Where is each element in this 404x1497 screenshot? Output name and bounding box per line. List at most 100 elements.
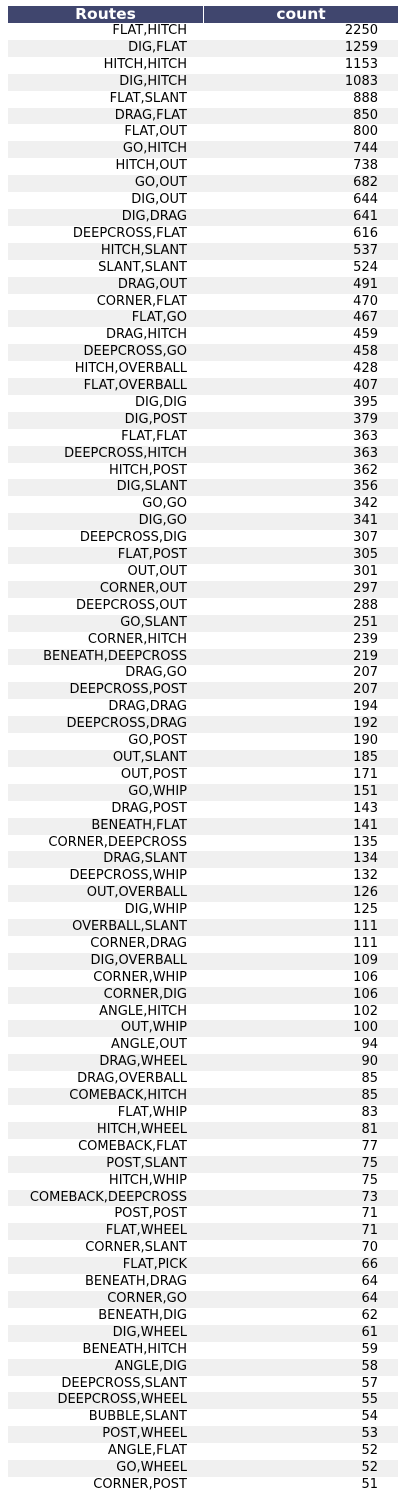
routes-cell: ANGLE,OUT: [111, 1037, 187, 1053]
routes-cell: DRAG,WHEEL: [99, 1054, 187, 1070]
count-cell: 143: [353, 800, 378, 816]
routes-cell: DIG,OUT: [131, 192, 187, 208]
count-cell: 85: [361, 1071, 378, 1087]
table-row: DEEPCROSS,WHIP 132: [8, 868, 398, 885]
table-row: DRAG,POST 143: [8, 801, 398, 818]
count-cell: 288: [353, 597, 378, 613]
table-row: DIG,OUT 644: [8, 192, 398, 209]
routes-cell: DIG,OVERBALL: [90, 952, 188, 968]
table-row: DEEPCROSS,HITCH 363: [8, 445, 398, 463]
count-cell: 132: [353, 868, 378, 884]
count-cell: 126: [353, 885, 378, 901]
routes-cell: BENEATH,DEEPCROSS: [43, 648, 187, 664]
count-cell: 57: [361, 1375, 378, 1391]
count-cell: 102: [353, 1003, 378, 1019]
routes-cell: DEEPCROSS,HITCH: [64, 445, 187, 461]
count-cell: 459: [353, 327, 378, 343]
count-cell: 53: [361, 1426, 378, 1442]
count-cell: 342: [353, 496, 378, 512]
table-row: FLAT,PICK 66: [8, 1257, 398, 1275]
count-cell: 458: [353, 344, 378, 360]
routes-cell: SLANT,SLANT: [98, 259, 187, 275]
table-row: OUT,POST 171: [8, 767, 398, 784]
routes-cell: DRAG,DRAG: [108, 699, 187, 715]
count-cell: 111: [353, 919, 378, 935]
table-row: OUT,OUT 301: [8, 564, 398, 581]
table-row: DRAG,FLAT 850: [8, 107, 398, 125]
table-row: ANGLE,HITCH 102: [8, 1004, 398, 1021]
routes-cell: DEEPCROSS,DRAG: [66, 716, 187, 732]
table-row: HITCH,POST 362: [8, 463, 398, 480]
count-cell: 185: [353, 749, 378, 765]
count-cell: 52: [361, 1460, 378, 1476]
routes-cell: GO,WHIP: [128, 783, 187, 799]
count-cell: 1083: [344, 73, 378, 89]
count-cell: 171: [353, 766, 378, 782]
table-row: GO,GO 342: [8, 496, 398, 513]
routes-cell: FLAT,WHEEL: [105, 1223, 187, 1239]
count-cell: 66: [361, 1257, 378, 1273]
routes-cell: FLAT,POST: [117, 547, 187, 563]
count-cell: 738: [353, 158, 378, 174]
count-cell: 59: [361, 1341, 378, 1357]
routes-cell: FLAT,HITCH: [112, 23, 187, 38]
routes-cell: HITCH,OVERBALL: [74, 361, 187, 377]
table-row: CORNER,SLANT 70: [8, 1240, 398, 1257]
routes-cell: DIG,WHEEL: [112, 1324, 187, 1340]
routes-cell: OUT,WHIP: [120, 1020, 187, 1036]
count-cell: 52: [361, 1443, 378, 1459]
routes-cell: CORNER,GO: [107, 1290, 187, 1306]
table-row: GO,OUT 682: [8, 175, 398, 193]
routes-cell: CORNER,WHIP: [93, 969, 187, 985]
routes-cell: POST,POST: [114, 1206, 187, 1222]
count-cell: 363: [353, 445, 378, 461]
table-row: DEEPCROSS,SLANT 57: [8, 1376, 398, 1393]
routes-cell: ANGLE,FLAT: [107, 1443, 187, 1459]
routes-cell: DEEPCROSS,SLANT: [61, 1375, 187, 1391]
routes-cell: FLAT,OUT: [124, 124, 187, 140]
table-row: CORNER,OUT 297: [8, 580, 398, 598]
table-row: BENEATH,DRAG 64: [8, 1274, 398, 1291]
table-row: CORNER,HITCH 239: [8, 632, 398, 649]
routes-cell: HITCH,WHEEL: [96, 1121, 187, 1137]
count-cell: 106: [353, 986, 378, 1002]
count-cell: 407: [353, 378, 378, 394]
routes-cell: DRAG,GO: [125, 665, 187, 681]
count-cell: 467: [353, 310, 378, 326]
count-cell: 125: [353, 902, 378, 918]
routes-count-table: Routes count FLAT,HITCH 2250 DIG,FLAT 1259 H…: [8, 6, 398, 1494]
count-cell: 744: [353, 141, 378, 157]
routes-cell: DEEPCROSS,WHIP: [69, 868, 187, 884]
table-row: GO,POST 190: [8, 733, 398, 750]
routes-cell: DEEPCROSS,GO: [83, 344, 187, 360]
count-cell: 395: [353, 394, 378, 410]
table-row: FLAT,OVERBALL 407: [8, 378, 398, 395]
table-row: COMEBACK,DEEPCROSS 73: [8, 1189, 398, 1207]
count-cell: 207: [353, 665, 378, 681]
count-cell: 362: [353, 462, 378, 478]
header-count: count: [276, 5, 326, 23]
routes-cell: BENEATH,DIG: [98, 1307, 187, 1323]
routes-cell: DIG,SLANT: [116, 479, 187, 495]
table-row: HITCH,SLANT 537: [8, 242, 398, 260]
count-cell: 190: [353, 733, 378, 749]
table-row: DRAG,DRAG 194: [8, 699, 398, 716]
routes-cell: BENEATH,FLAT: [91, 817, 187, 833]
table-row: FLAT,FLAT 363: [8, 429, 398, 446]
count-cell: 100: [353, 1020, 378, 1036]
table-row: FLAT,WHEEL 71: [8, 1223, 398, 1241]
table-row: DIG,WHIP 125: [8, 902, 398, 919]
routes-cell: FLAT,GO: [131, 310, 187, 326]
count-cell: 428: [353, 361, 378, 377]
count-cell: 51: [361, 1476, 378, 1492]
routes-cell: HITCH,OUT: [115, 158, 187, 174]
routes-cell: CORNER,FLAT: [96, 293, 187, 309]
count-cell: 219: [353, 648, 378, 664]
table-row: DRAG,OUT 491: [8, 276, 398, 294]
count-cell: 71: [361, 1206, 378, 1222]
routes-cell: DEEPCROSS,DIG: [79, 530, 187, 546]
table-row: BUBBLE,SLANT 54: [8, 1409, 398, 1426]
table-row: COMEBACK,HITCH 85: [8, 1088, 398, 1105]
routes-cell: GO,HITCH: [122, 141, 187, 157]
table-row: FLAT,OUT 800: [8, 124, 398, 141]
